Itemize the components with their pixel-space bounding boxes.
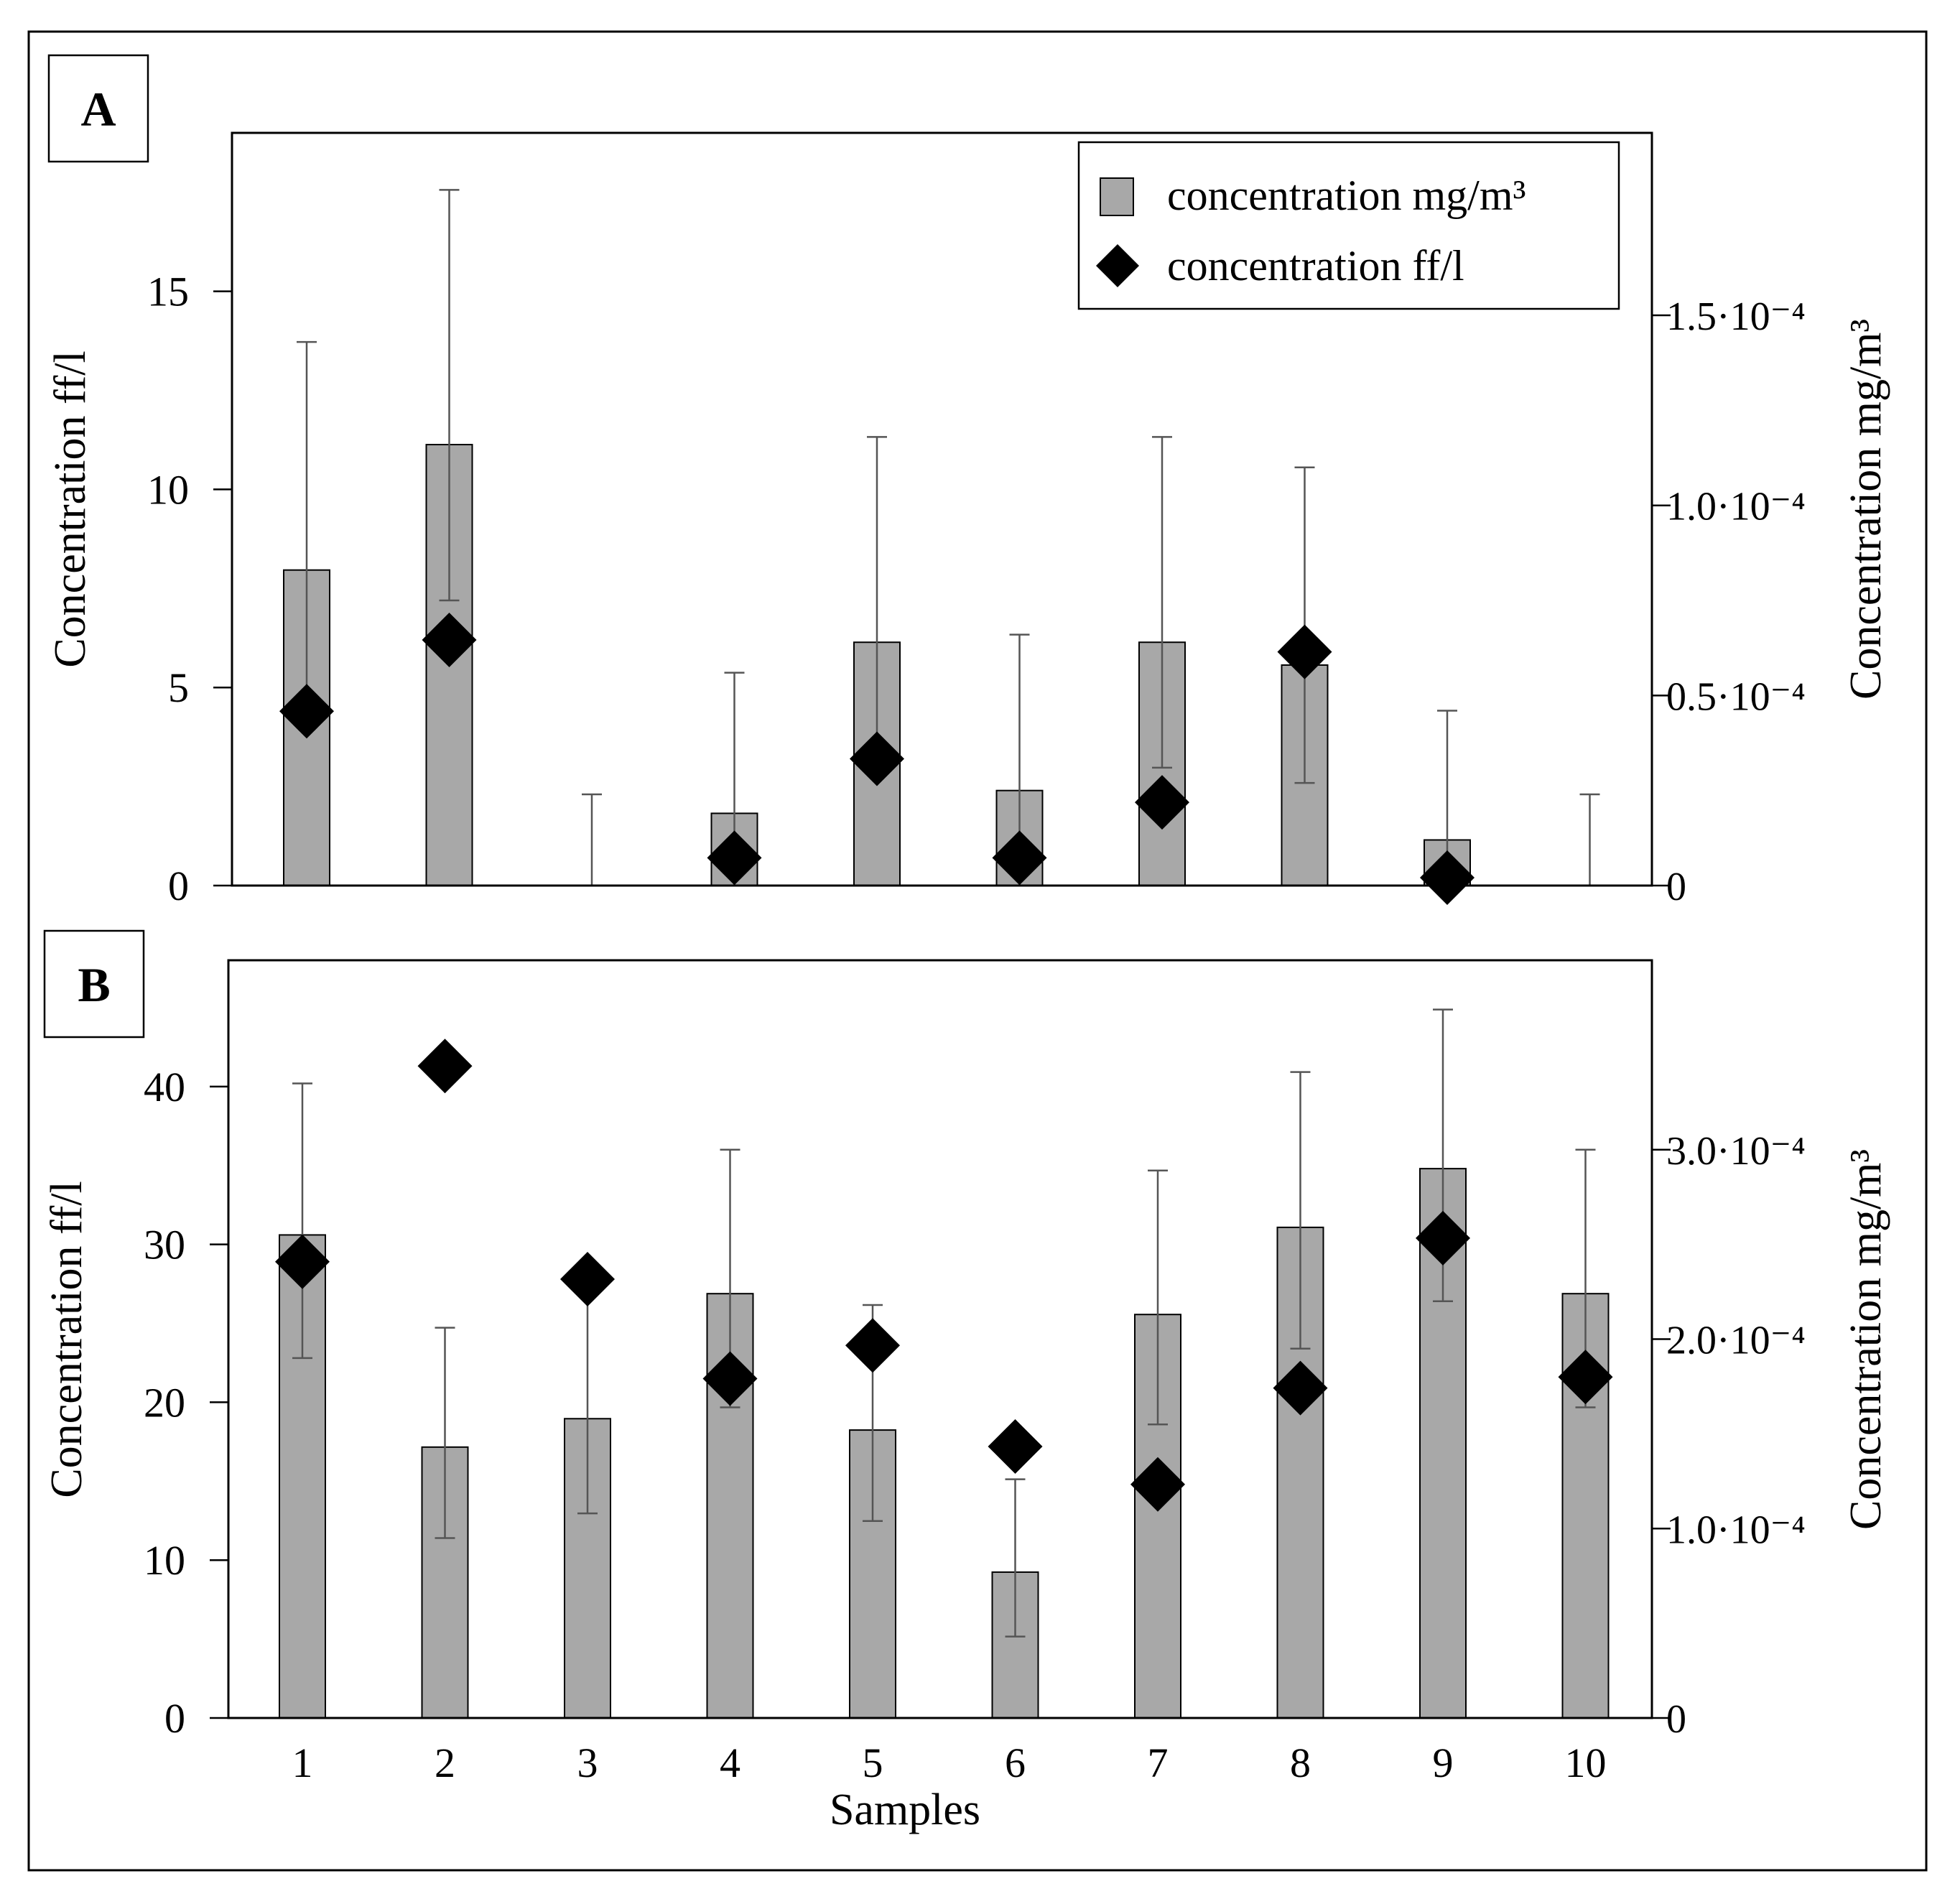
panel-a-label: A: [80, 82, 116, 136]
x-tick-label-6: 6: [1005, 1740, 1026, 1786]
marker-b-2: [417, 1039, 473, 1094]
marker-b-1: [275, 1234, 330, 1289]
panel-b-left-ticks: 0 10 20 30 40: [144, 1064, 228, 1742]
marker-a-4: [707, 830, 762, 886]
panel-a-left-ticks: 0 5 10 15: [147, 269, 232, 909]
panel-a-markers: [279, 613, 1475, 905]
marker-a-9: [1420, 850, 1475, 905]
panel-b: B 0 10 20 30 40 0 1.0·10⁻⁴ 2.0·10⁻⁴ 3.0·10⁻⁴ 1 2…: [42, 929, 1890, 1834]
marker-b-8: [1273, 1360, 1328, 1416]
marker-a-2: [422, 613, 477, 668]
panel-b-right-ticks: 0 1.0·10⁻⁴ 2.0·10⁻⁴ 3.0·10⁻⁴: [1652, 1129, 1806, 1742]
left-tick-label-b-4: 40: [144, 1064, 185, 1110]
panel-b-bars: [279, 1168, 1610, 1719]
marker-a-6: [992, 830, 1047, 886]
legend-entry-ff: concentration ff/l: [1167, 242, 1464, 289]
right-tick-label-a-1: 0.5·10⁻⁴: [1666, 674, 1806, 719]
x-tick-label-7: 7: [1148, 1740, 1169, 1786]
left-tick-label-a-2: 10: [147, 466, 189, 513]
x-tick-label-5: 5: [863, 1740, 883, 1786]
right-tick-label-b-3: 3.0·10⁻⁴: [1666, 1129, 1806, 1174]
left-tick-label-b-0: 0: [164, 1695, 185, 1742]
marker-a-5: [850, 731, 904, 786]
panel-b-right-axis-label: Concentration mg/m³: [1842, 1149, 1890, 1530]
panel-a-right-axis-label-text: Concentration mg/m³: [1842, 319, 1890, 700]
panel-b-right-axis-label-text: Concentration mg/m³: [1842, 1149, 1890, 1530]
marker-a-1: [279, 684, 334, 739]
left-tick-label-b-3: 30: [144, 1222, 185, 1268]
legend: concentration mg/m³ concentration ff/l: [1077, 141, 1620, 310]
panel-a: A 0 5 10 15 0 0.5·10⁻⁴ 1.0·10⁻⁴ 1.5·10⁻⁴ Conce…: [46, 54, 1890, 909]
panel-a-right-axis-label: Concentration mg/m³: [1842, 319, 1890, 700]
right-tick-label-b-2: 2.0·10⁻⁴: [1666, 1319, 1806, 1363]
legend-entry-mg: concentration mg/m³: [1167, 172, 1526, 219]
panel-a-plot-frame: [231, 131, 1653, 887]
x-tick-label-4: 4: [720, 1740, 740, 1786]
legend-box: [1077, 141, 1620, 310]
x-tick-label-10: 10: [1565, 1740, 1607, 1786]
panel-a-right-ticks: 0 0.5·10⁻⁴ 1.0·10⁻⁴ 1.5·10⁻⁴: [1652, 294, 1806, 909]
panel-a-label-box: [47, 54, 149, 163]
bar-b-4: [706, 1293, 754, 1719]
panel-b-x-axis-label: Samples: [830, 1785, 980, 1834]
marker-b-5: [845, 1318, 900, 1373]
marker-a-7: [1135, 775, 1189, 830]
panel-b-x-ticks: 1 2 3 4 5 6 7 8 9 10: [292, 1740, 1607, 1786]
x-tick-label-3: 3: [577, 1740, 598, 1786]
left-tick-label-a-3: 15: [147, 269, 189, 315]
marker-a-8: [1277, 624, 1332, 679]
marker-b-9: [1416, 1210, 1470, 1266]
right-tick-label-b-0: 0: [1666, 1697, 1686, 1742]
right-tick-label-a-3: 1.5·10⁻⁴: [1666, 294, 1806, 339]
marker-b-4: [702, 1351, 758, 1406]
marker-b-10: [1558, 1350, 1613, 1405]
panel-b-markers: [275, 1039, 1613, 1512]
right-tick-label-a-2: 1.0·10⁻⁴: [1666, 485, 1806, 529]
marker-b-6: [988, 1418, 1043, 1474]
panel-b-left-axis-label: Concentration ff/l: [42, 1181, 91, 1497]
panel-b-label: B: [78, 957, 110, 1012]
legend-swatch-bar: [1100, 177, 1134, 216]
left-tick-label-a-0: 0: [168, 863, 189, 909]
x-tick-label-2: 2: [435, 1740, 455, 1786]
x-tick-label-8: 8: [1290, 1740, 1311, 1786]
panel-b-label-box: [43, 929, 145, 1039]
left-tick-label-b-1: 10: [144, 1537, 185, 1584]
figure-frame: [27, 30, 1928, 1872]
legend-swatch-diamond: [1096, 244, 1139, 287]
x-tick-label-9: 9: [1433, 1740, 1454, 1786]
marker-b-7: [1130, 1457, 1185, 1512]
left-tick-label-b-2: 20: [144, 1379, 185, 1426]
right-tick-label-b-1: 1.0·10⁻⁴: [1666, 1508, 1806, 1552]
right-tick-label-a-0: 0: [1666, 865, 1686, 909]
marker-b-3: [560, 1251, 615, 1306]
left-tick-label-a-1: 5: [168, 664, 189, 711]
x-tick-label-1: 1: [292, 1740, 313, 1786]
panel-a-left-axis-label: Concentration ff/l: [46, 350, 95, 667]
